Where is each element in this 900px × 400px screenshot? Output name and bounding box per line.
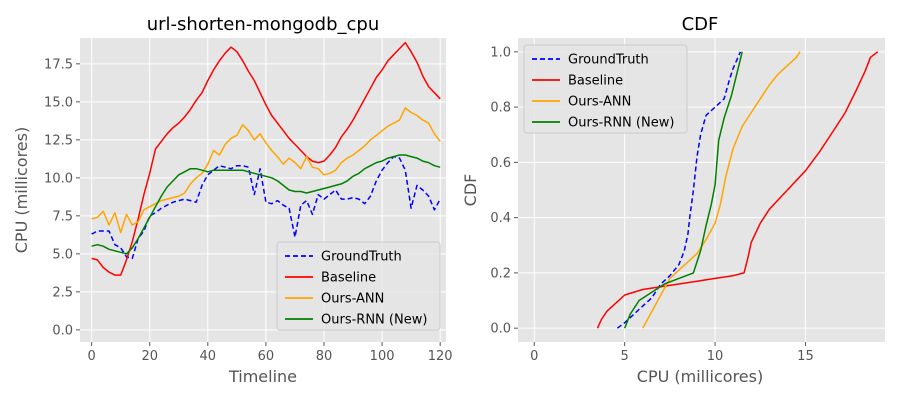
legend-label: GroundTruth (321, 250, 402, 265)
y-tick-label: 15.0 (44, 95, 73, 110)
x-tick-label: 15 (797, 349, 814, 364)
series-line-ours-ann (91, 107, 441, 234)
y-tick-label: 0.2 (490, 266, 511, 281)
chart-title: url-shorten-mongodb_cpu (147, 14, 380, 35)
series-line-ours-rnn-new (91, 154, 441, 255)
y-tick-label: 0.0 (52, 323, 73, 338)
series-lines (596, 51, 879, 329)
x-tick-label: 0 (87, 349, 95, 364)
legend-box (276, 241, 441, 331)
y-tick-label: 17.5 (44, 57, 73, 72)
x-tick-label: 120 (428, 349, 453, 364)
series-line-ours-ann (642, 51, 801, 329)
y-tick-label: 0.0 (490, 322, 511, 337)
x-tick-label: 5 (621, 349, 629, 364)
timeline-chart: url-shorten-mongodb_cpu 0 20 40 60 80 100 120 … (12, 14, 453, 386)
legend-label: GroundTruth (568, 53, 649, 68)
x-axis-label: CPU (millicores) (637, 367, 763, 386)
legend-entries: GroundTruth Baseline Ours-ANN Ours-RNN (New… (532, 53, 674, 131)
y-tick-label: 1.0 (490, 45, 511, 60)
chart-title: CDF (682, 14, 719, 35)
x-tick-label: 100 (370, 349, 395, 364)
x-tick-label: 10 (707, 349, 724, 364)
y-tick-label: 12.5 (44, 133, 73, 148)
x-axis-label: Timeline (228, 367, 297, 386)
y-axis-label: CDF (461, 174, 480, 207)
y-tick-labels: 0.0 2.5 5.0 7.5 10.0 12.5 15.0 17.5 (44, 57, 80, 338)
legend-label: Baseline (568, 74, 623, 89)
legend: GroundTruth Baseline Ours-ANN Ours-RNN (New… (276, 241, 441, 331)
legend-box (523, 44, 688, 134)
y-axis-label: CPU (millicores) (12, 127, 31, 253)
series-line-baseline (596, 51, 879, 329)
y-tick-label: 10.0 (44, 171, 73, 186)
legend-entries: GroundTruth Baseline Ours-ANN Ours-RNN (New… (285, 250, 427, 328)
x-tick-labels: 0 5 10 15 (530, 342, 814, 364)
y-tick-label: 5.0 (52, 247, 73, 262)
x-tick-label: 0 (530, 349, 538, 364)
legend-label: Baseline (321, 271, 376, 286)
series-line-groundtruth (91, 155, 441, 260)
y-tick-label: 0.6 (490, 156, 511, 171)
y-tick-label: 7.5 (52, 209, 73, 224)
series-line-baseline (91, 41, 441, 276)
x-tick-labels: 0 20 40 60 80 100 120 (87, 342, 453, 364)
x-tick-label: 80 (316, 349, 333, 364)
y-tick-label: 0.8 (490, 101, 511, 116)
legend-label: Ours-RNN (New) (321, 313, 427, 328)
x-tick-label: 40 (200, 349, 217, 364)
x-tick-label: 60 (258, 349, 275, 364)
x-tick-label: 20 (141, 349, 158, 364)
y-tick-labels: 0.0 0.2 0.4 0.6 0.8 1.0 (490, 45, 518, 337)
legend-label: Ours-RNN (New) (568, 116, 674, 131)
legend-label: Ours-ANN (568, 95, 631, 110)
series-lines (91, 41, 441, 276)
y-tick-label: 2.5 (52, 285, 73, 300)
y-tick-label: 0.4 (490, 211, 511, 226)
series-line-groundtruth (616, 51, 742, 329)
legend-label: Ours-ANN (321, 292, 384, 307)
cdf-chart: CDF 0 5 10 15 0.0 0.2 0.4 0.6 0.8 1.0 CPU (milli… (461, 14, 885, 386)
legend: GroundTruth Baseline Ours-ANN Ours-RNN (New… (523, 44, 688, 134)
series-line-ours-rnn-new (624, 51, 743, 329)
